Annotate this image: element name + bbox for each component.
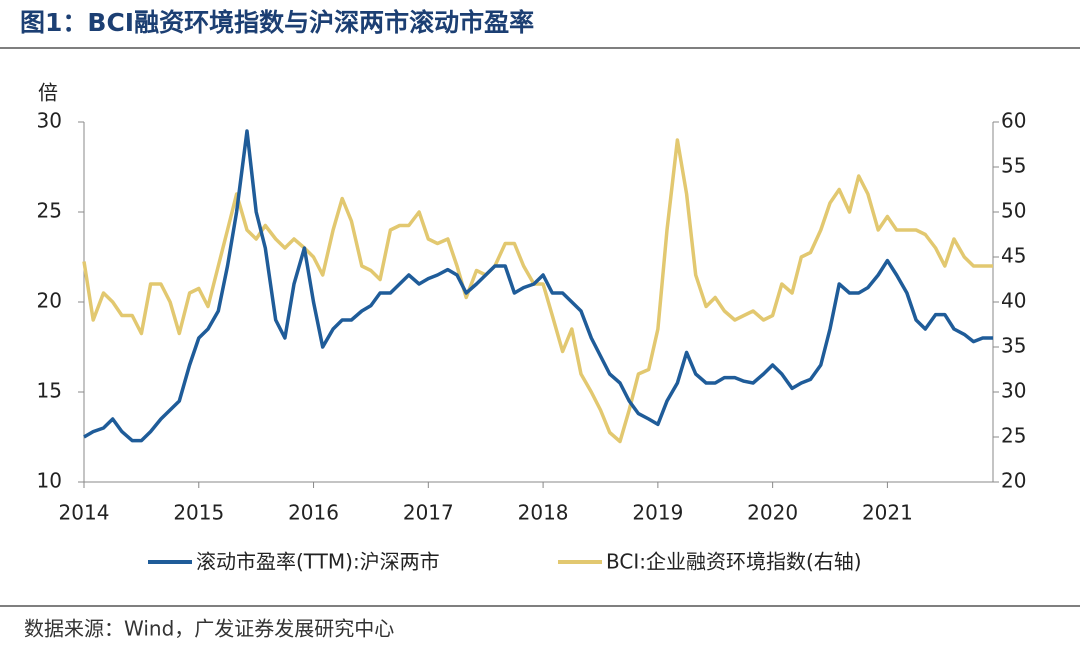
x-tick-label: 2015 — [173, 501, 224, 525]
x-tick-label: 2019 — [632, 501, 683, 525]
x-tick-label: 2014 — [59, 501, 110, 525]
series-line — [82, 138, 993, 444]
x-tick-label: 2018 — [518, 501, 569, 525]
x-tick-label: 2020 — [747, 501, 798, 525]
legend-label: BCI:企业融资环境指数(右轴) — [606, 550, 862, 574]
source: 数据来源：Wind，广发证券发展研究中心 — [24, 617, 394, 641]
y2-tick-label: 50 — [1001, 199, 1026, 223]
chart-title: 图1：BCI融资环境指数与沪深两市滚动市盈率 — [20, 8, 534, 37]
y2-tick-label: 40 — [1001, 289, 1026, 313]
y2-tick-label: 20 — [1001, 469, 1026, 493]
x-tick-label: 2017 — [403, 501, 454, 525]
y2-tick-label: 25 — [1001, 424, 1026, 448]
y-tick-label: 20 — [37, 289, 62, 313]
series-line — [83, 129, 993, 443]
y2-tick-label: 45 — [1001, 244, 1026, 268]
y2-tick-label: 60 — [1001, 109, 1026, 133]
legend-label: 滚动市盈率(TTM):沪深两市 — [196, 550, 440, 574]
x-tick-label: 2016 — [288, 501, 339, 525]
y-tick-label: 25 — [37, 199, 62, 223]
x-tick-label: 2021 — [862, 501, 913, 525]
y2-tick-label: 35 — [1001, 334, 1026, 358]
y2-tick-label: 55 — [1001, 154, 1026, 178]
y-axis-label: 倍 — [38, 81, 58, 105]
y-tick-label: 10 — [37, 469, 62, 493]
y-tick-label: 30 — [37, 109, 62, 133]
y-tick-label: 15 — [37, 379, 62, 403]
y2-tick-label: 30 — [1001, 379, 1026, 403]
